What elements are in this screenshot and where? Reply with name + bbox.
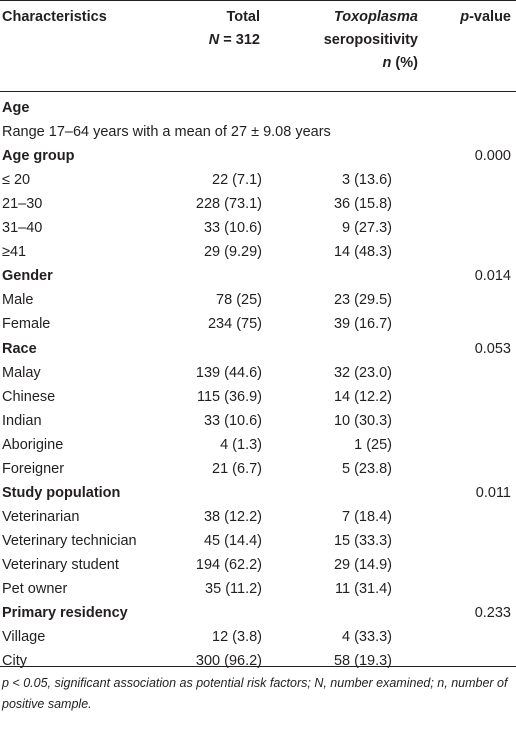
section-label: Gender: [2, 268, 53, 285]
section-label: Primary residency: [2, 605, 128, 622]
row-label: Foreigner: [2, 460, 65, 477]
row-label: Chinese: [2, 388, 56, 405]
row-label: Male: [2, 292, 34, 309]
col-header-p: p: [460, 9, 470, 25]
cell-total: 45 (14.4): [203, 532, 262, 549]
row-label: Malay: [2, 364, 41, 381]
row-label: Female: [2, 316, 51, 333]
cell-total: 228 (73.1): [195, 196, 262, 213]
col-header-p-rest: -value: [469, 9, 511, 25]
row-label: 21–30: [2, 196, 43, 213]
row-label: 31–40: [2, 220, 43, 237]
row-label: Indian: [2, 412, 42, 429]
bottom-rule: [0, 666, 516, 667]
col-header-total-value: = 312: [219, 32, 260, 48]
cell-seropositivity: 36 (15.8): [333, 196, 392, 213]
cell-total: 234 (75): [207, 316, 262, 333]
cell-seropositivity: 15 (33.3): [333, 532, 392, 549]
row-label: Aborigine: [2, 436, 64, 453]
top-rule: [0, 0, 516, 1]
cell-seropositivity: 10 (30.3): [333, 412, 392, 429]
col-header-pvalue: p-value: [440, 6, 511, 29]
section-label: Study population: [2, 484, 121, 501]
cell-total: 38 (12.2): [203, 508, 262, 525]
col-header-total-n: N: [208, 32, 220, 48]
row-label: Veterinarian: [2, 508, 80, 525]
section-label: Race: [2, 340, 37, 357]
section-label: Age group: [2, 148, 75, 165]
cell-total: 29 (9.29): [203, 244, 262, 261]
cell-seropositivity: 39 (16.7): [333, 316, 392, 333]
cell-seropositivity: 5 (23.8): [342, 460, 392, 477]
col-header-sero-line2: seropositivity: [323, 32, 418, 48]
cell-seropositivity: 32 (23.0): [333, 364, 392, 381]
cell-total: 78 (25): [216, 292, 262, 309]
cell-seropositivity: 14 (48.3): [333, 244, 392, 261]
cell-seropositivity: 9 (27.3): [342, 220, 392, 237]
age-range-note: Range 17–64 years with a mean of 27 ± 9.…: [2, 124, 331, 141]
cell-p-value: 0.011: [475, 484, 511, 501]
col-header-sero-line3: n (%): [300, 52, 418, 75]
cell-seropositivity: 4 (33.3): [342, 629, 392, 646]
col-header-sero-toxoplasma: Toxoplasma: [333, 9, 418, 25]
cell-total: 300 (96.2): [195, 653, 262, 670]
header-rule: [0, 91, 516, 92]
cell-total: 12 (3.8): [212, 629, 262, 646]
cell-total: 33 (10.6): [203, 412, 262, 429]
col-header-seropositivity: Toxoplasma seropositivity n (%): [300, 6, 418, 75]
cell-total: 33 (10.6): [203, 220, 262, 237]
cell-p-value: 0.000: [474, 148, 511, 165]
cell-seropositivity: 11 (31.4): [335, 581, 392, 597]
cell-p-value: 0.014: [474, 268, 511, 285]
cell-total: 22 (7.1): [212, 172, 262, 189]
cell-total: 194 (62.2): [195, 556, 262, 573]
col-header-total: Total N = 312: [185, 6, 260, 52]
cell-total: 35 (11.2): [205, 581, 262, 597]
cell-seropositivity: 1 (25): [354, 436, 392, 453]
cell-seropositivity: 3 (13.6): [342, 172, 392, 189]
cell-seropositivity: 14 (12.2): [333, 388, 392, 405]
cell-seropositivity: 7 (18.4): [342, 508, 392, 525]
row-label: ≥41: [2, 244, 27, 261]
row-label: ≤ 20: [2, 172, 31, 189]
col-header-total-line2: N = 312: [185, 29, 260, 52]
cell-p-value: 0.233: [474, 605, 511, 622]
cell-seropositivity: 58 (19.3): [333, 653, 392, 670]
col-header-total-line1: Total: [226, 9, 260, 25]
cell-total: 115 (36.9): [196, 388, 262, 405]
col-header-sero-pct: (%): [391, 55, 418, 71]
table-footnote: p < 0.05, significant association as pot…: [2, 676, 508, 711]
cell-total: 4 (1.3): [220, 436, 262, 453]
cell-seropositivity: 23 (29.5): [333, 292, 392, 309]
col-header-characteristics-text: Characteristics: [2, 9, 107, 25]
row-label: Veterinary technician: [2, 532, 137, 549]
cell-p-value: 0.053: [474, 340, 511, 357]
section-label: Age: [2, 100, 30, 116]
row-label: Pet owner: [2, 581, 68, 597]
row-label: Village: [2, 629, 46, 646]
row-label: Veterinary student: [2, 556, 119, 573]
row-label: City: [2, 653, 27, 670]
cell-seropositivity: 29 (14.9): [333, 556, 392, 573]
cell-total: 139 (44.6): [195, 364, 262, 381]
col-header-sero-n: n: [382, 55, 392, 71]
cell-total: 21 (6.7): [212, 460, 262, 477]
col-header-characteristics: Characteristics: [2, 6, 107, 29]
col-header-sero-line1: Toxoplasma: [300, 6, 418, 29]
